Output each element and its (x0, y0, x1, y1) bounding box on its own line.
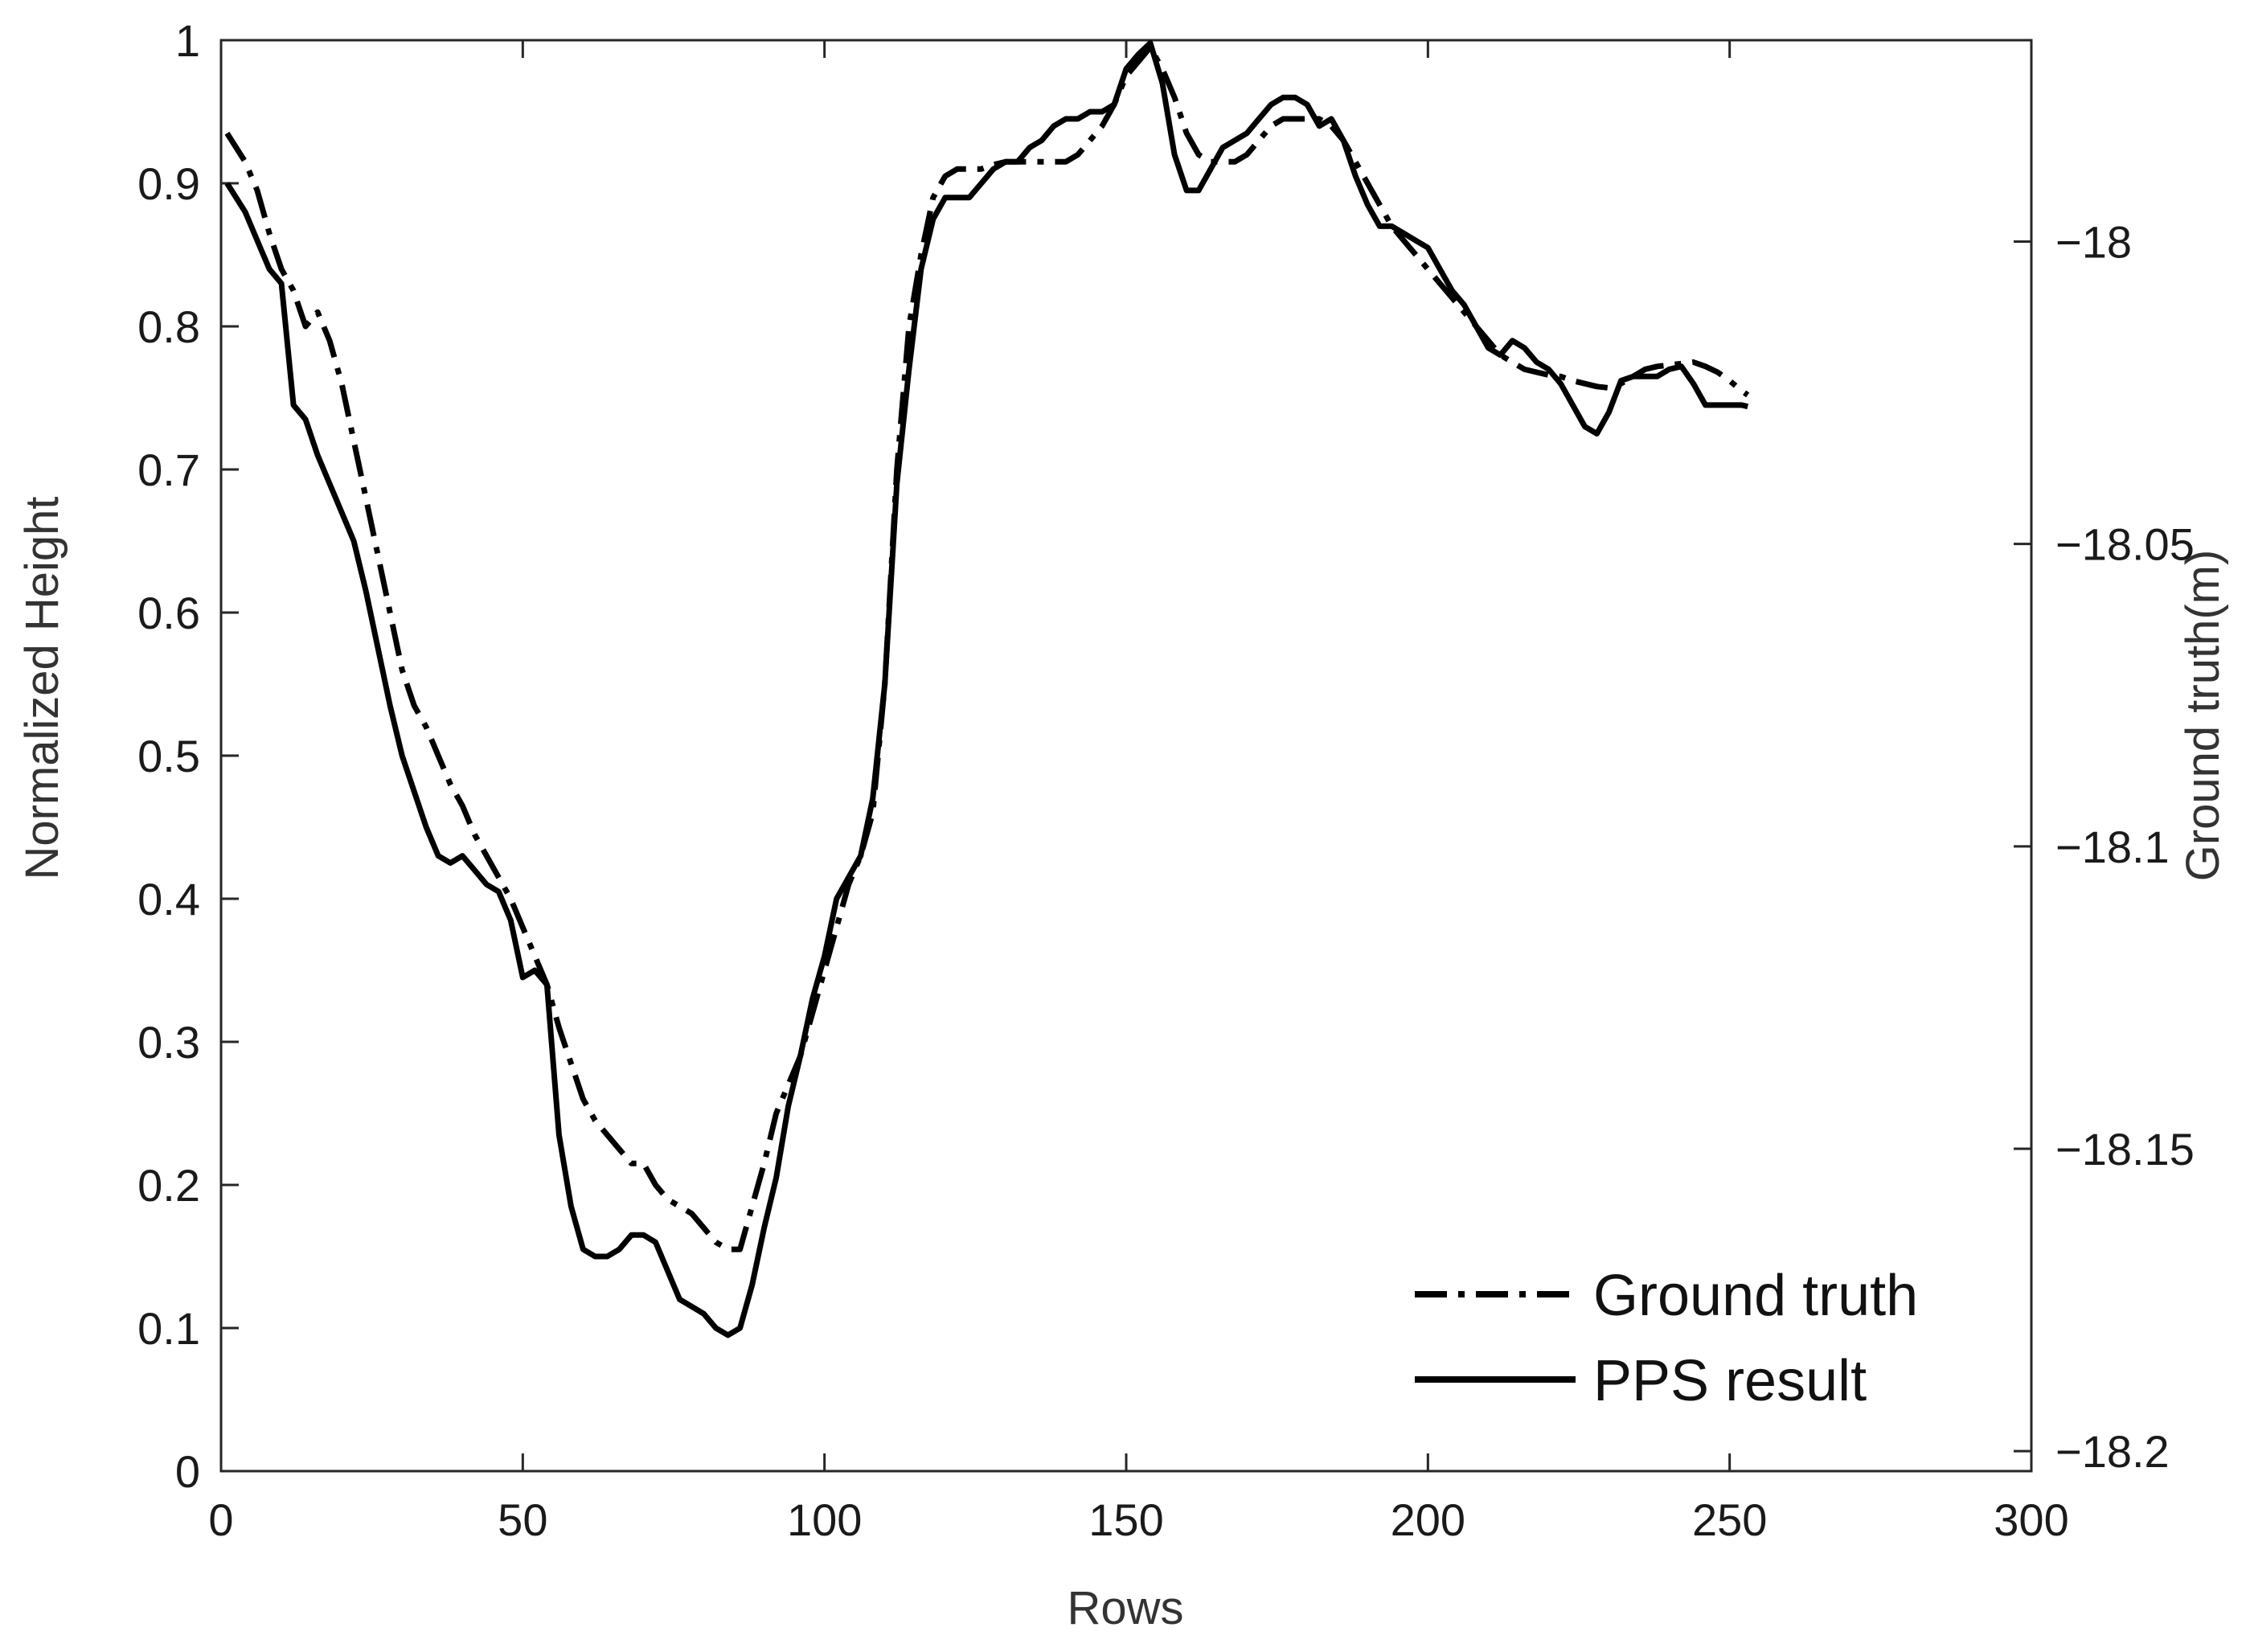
y-tick-label: 0.7 (137, 445, 200, 495)
y2-axis-label: Ground truth(m) (2177, 550, 2229, 882)
series-layer (224, 40, 1750, 1338)
legend: Ground truth PPS result (1415, 1264, 1918, 1413)
y-tick-label: 0.1 (137, 1303, 200, 1354)
x-tick-label: 300 (1994, 1494, 2068, 1545)
series-line-ground-truth (224, 44, 1750, 1252)
series-line-pps-result (224, 40, 1749, 1338)
y-tick-label: 0.9 (137, 158, 200, 209)
x-axis-ticks: 0 50 100 150 200 250 300 (208, 40, 2069, 1545)
y-tick-label: 0 (175, 1446, 200, 1497)
y2-tick-label: −18.1 (2055, 822, 2170, 872)
x-tick-label: 100 (787, 1494, 862, 1545)
y-tick-label: 0.5 (137, 731, 200, 781)
x-tick-label: 200 (1391, 1494, 1465, 1545)
x-axis-label: Rows (1067, 1582, 1183, 1634)
x-tick-label: 0 (208, 1494, 233, 1545)
x-tick-label: 250 (1692, 1494, 1767, 1545)
y-tick-label: 0.3 (137, 1017, 200, 1068)
y-tick-label: 0.6 (137, 588, 200, 638)
y-tick-label: 0.4 (137, 874, 200, 924)
y-tick-label: 0.2 (137, 1160, 200, 1211)
y-axis-ticks: 0 0.1 0.2 0.3 0.4 0.5 0.6 0.7 0.8 0.9 1 (137, 15, 239, 1497)
legend-label-ground-truth: Ground truth (1593, 1264, 1918, 1328)
y2-axis-ticks: −18 −18.05 −18.1 −18.15 −18.2 (2014, 217, 2195, 1477)
y-tick-label: 0.8 (137, 301, 200, 352)
x-tick-label: 50 (498, 1494, 547, 1545)
y2-tick-label: −18.2 (2055, 1426, 2170, 1477)
y-tick-label: 1 (175, 15, 200, 66)
legend-label-pps-result: PPS result (1593, 1349, 1867, 1413)
y-axis-label: Normalized Height (16, 496, 68, 879)
y2-tick-label: −18.05 (2055, 519, 2195, 570)
y2-tick-label: −18 (2055, 217, 2132, 268)
y2-tick-label: −18.15 (2055, 1124, 2195, 1174)
x-tick-label: 150 (1088, 1494, 1163, 1545)
